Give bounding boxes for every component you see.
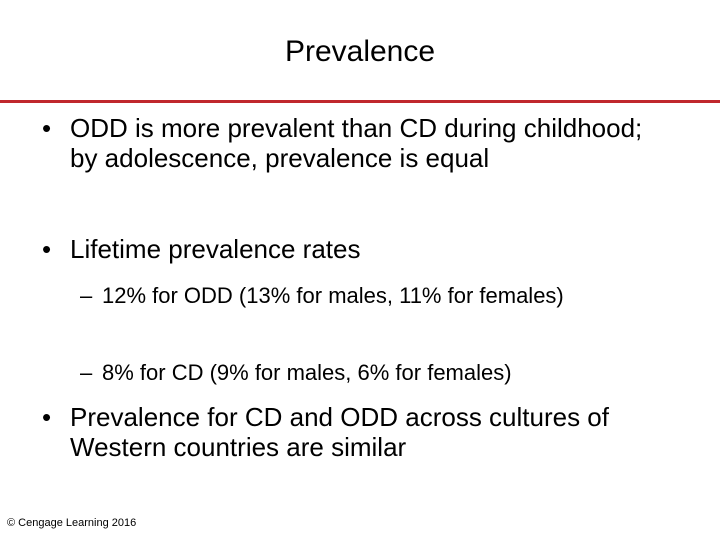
sub-bullet-marker: –: [80, 283, 93, 308]
bullet-text: Prevalence for CD and ODD across culture…: [70, 402, 609, 462]
bullet-marker: •: [42, 113, 52, 143]
sub-bullet-text: 8% for CD (9% for males, 6% for females): [102, 360, 512, 385]
slide-title: Prevalence: [284, 35, 436, 68]
bullet-marker: •: [42, 402, 52, 432]
sub-bullet-text: 12% for ODD (13% for males, 11% for fema…: [102, 283, 564, 308]
copyright-footer: © Cengage Learning 2016: [7, 517, 137, 529]
bullet-text: ODD is more prevalent than CD during chi…: [70, 113, 643, 173]
sub-bullet-marker: –: [80, 360, 93, 385]
bullet-text: Lifetime prevalence rates: [70, 234, 361, 264]
bullet-marker: •: [42, 234, 52, 264]
title-divider: [0, 100, 720, 103]
